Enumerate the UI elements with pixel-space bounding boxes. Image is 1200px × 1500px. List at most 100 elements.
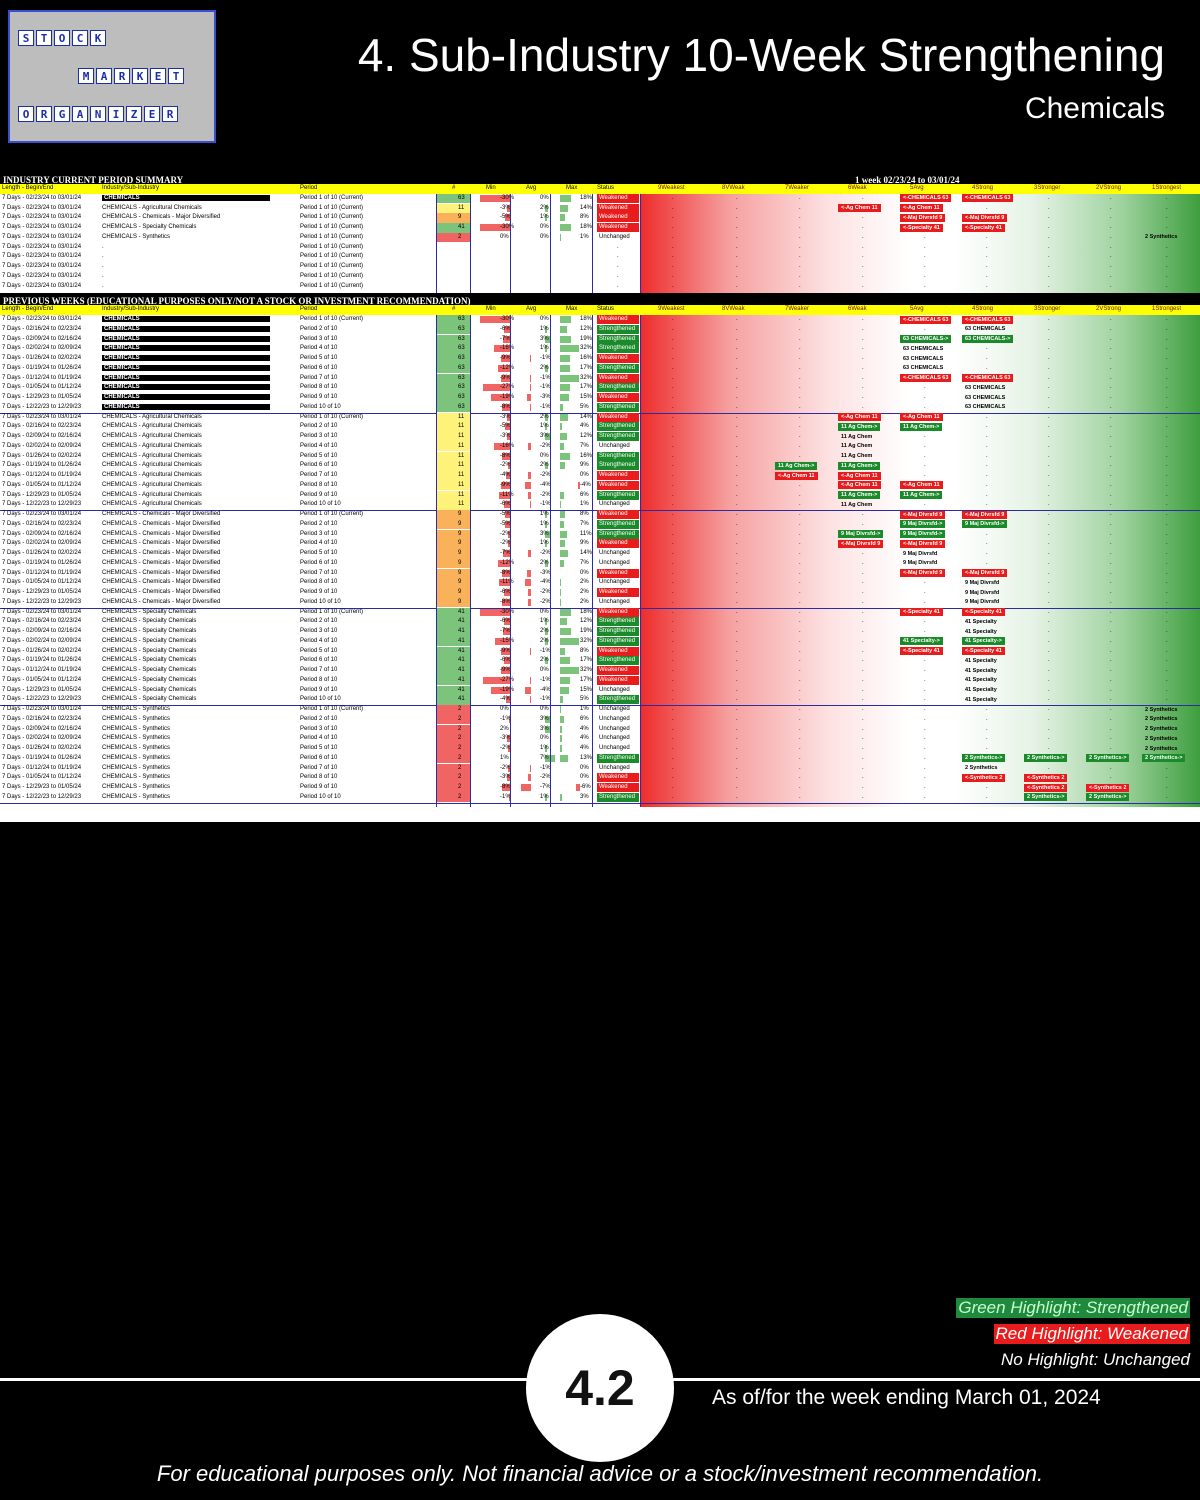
- min-bar: [499, 579, 510, 587]
- logo-letter-tile: R: [162, 106, 178, 122]
- period-cell: Period 6 of 10: [300, 754, 338, 761]
- min-cell: -9%: [500, 647, 511, 654]
- rank-empty-dot: .: [736, 676, 738, 683]
- rank-empty-dot: .: [736, 452, 738, 459]
- min-bar: [506, 696, 510, 704]
- rank-empty-dot: .: [924, 501, 926, 508]
- history-row: 7 Days - 01/05/24 to 01/12/24 CHEMICALS Pe…: [0, 383, 1200, 393]
- rank-marker: 2 Synthetics: [1145, 716, 1178, 723]
- avg-cell: 2%: [540, 628, 549, 634]
- rank-marker: <-CHEMICALS 63: [962, 374, 1014, 382]
- history-row: 7 Days - 01/12/24 to 01/19/24 CHEMICALS -…: [0, 666, 1200, 676]
- rank-empty-dot: .: [924, 706, 926, 712]
- rank-marker: 41 Specialty: [965, 677, 997, 684]
- avg-cell: 2%: [540, 364, 549, 371]
- rank-empty-dot: .: [736, 696, 738, 703]
- min-cell: -30%: [500, 194, 515, 201]
- count-bar: [436, 753, 470, 764]
- avg-bar: [545, 637, 548, 645]
- logo-letter-tile: E: [144, 106, 160, 122]
- count-cell: 63: [458, 325, 465, 332]
- max-cell: 32%: [580, 345, 593, 352]
- length-cell: 7 Days - 02/23/24 to 03/01/24: [2, 243, 82, 250]
- rank-empty-dot: .: [1110, 263, 1112, 269]
- count-cell: 2: [458, 735, 462, 742]
- rank-empty-dot: .: [1048, 725, 1050, 732]
- rank-marker: 9 Maj Divrsfd->: [900, 520, 946, 529]
- length-cell: 7 Days - 02/23/24 to 03/01/24: [2, 413, 82, 420]
- rank-empty-dot: .: [1166, 647, 1168, 654]
- history-grid: 7 Days - 02/23/24 to 03/01/24 CHEMICALS Pe…: [0, 315, 1200, 807]
- rank-empty-dot: .: [924, 745, 926, 751]
- rank-empty-dot: .: [924, 676, 926, 683]
- column-divider: [592, 315, 593, 807]
- rank-empty-dot: .: [672, 364, 674, 371]
- avg-bar: [545, 745, 547, 752]
- rank-marker: 2 Synthetics: [965, 765, 998, 771]
- rank-empty-dot: .: [1048, 676, 1050, 683]
- rank-empty-dot: .: [1166, 272, 1168, 279]
- rank-empty-dot: .: [799, 325, 801, 332]
- industry-cell: CHEMICALS - Synthetics: [102, 715, 171, 722]
- count-bar: [436, 666, 470, 676]
- length-cell: 7 Days - 02/02/24 to 02/09/24: [2, 540, 82, 547]
- max-bar: [560, 608, 571, 616]
- rank-empty-dot: .: [799, 394, 801, 400]
- max-cell: 4%: [580, 423, 589, 430]
- rank-empty-dot: .: [1166, 550, 1168, 556]
- history-row: 7 Days - 12/29/23 to 01/05/24 CHEMICALS -…: [0, 685, 1200, 696]
- history-row: 7 Days - 01/05/24 to 01/12/24 CHEMICALS -…: [0, 578, 1200, 588]
- max-bar: [576, 784, 580, 791]
- avg-cell: -4%: [540, 481, 551, 488]
- rank-empty-dot: .: [862, 715, 864, 722]
- rank-empty-dot: .: [672, 345, 674, 352]
- max-bar: [560, 214, 565, 222]
- min-cell: -27%: [500, 676, 515, 683]
- rank-empty-dot: .: [986, 442, 988, 449]
- rank-empty-dot: .: [672, 224, 674, 230]
- min-bar: [480, 194, 510, 202]
- min-cell: -8%: [500, 784, 511, 790]
- rank-empty-dot: .: [862, 579, 864, 586]
- period-cell: Period 10 of 10: [300, 403, 341, 410]
- rank-empty-dot: .: [736, 715, 738, 722]
- length-cell: 7 Days - 02/16/24 to 02/23/24: [2, 715, 82, 722]
- rank-empty-dot: .: [1166, 618, 1168, 625]
- rank-empty-dot: .: [986, 745, 988, 751]
- logo-letter-tile: M: [78, 68, 94, 84]
- avg-bar: [545, 628, 548, 635]
- count-cell: 63: [458, 345, 465, 352]
- avg-cell: 1%: [540, 214, 549, 221]
- count-bar: [436, 324, 470, 335]
- industry-cell: CHEMICALS - Synthetics: [102, 764, 171, 771]
- rank-marker: <-Ag Chem 11: [838, 471, 881, 480]
- group-separator: [0, 802, 1200, 804]
- max-bar: [560, 530, 567, 538]
- min-bar: [508, 745, 510, 752]
- rank-marker: <-Maj Divrsfd 9: [962, 213, 1008, 222]
- history-row: 7 Days - 12/29/23 to 01/05/24 CHEMICALS -…: [0, 588, 1200, 598]
- status-cell: Unchanged: [599, 598, 630, 605]
- period-cell: Period 4 of 10: [300, 442, 338, 449]
- avg-bar: [545, 413, 548, 421]
- rank-empty-dot: .: [1166, 579, 1168, 586]
- max-cell: 3%: [580, 793, 589, 800]
- count-bar: [436, 705, 470, 715]
- rank-marker: <-Specialty 41: [900, 608, 943, 616]
- avg-bar: [529, 355, 531, 362]
- min-cell: -27%: [500, 384, 515, 391]
- status-cell: Strengthened: [597, 627, 639, 636]
- avg-cell: -2%: [540, 550, 551, 556]
- max-bar: [560, 735, 563, 743]
- rank-empty-dot: .: [799, 784, 801, 790]
- rank-empty-dot: .: [1110, 559, 1112, 566]
- rank-empty-dot: .: [799, 520, 801, 527]
- column-header: Period: [300, 306, 318, 313]
- rank-empty-dot: .: [1166, 696, 1168, 703]
- min-bar: [494, 442, 510, 450]
- rank-marker: 2 Synthetics->: [962, 754, 1006, 763]
- rank-empty-dot: .: [986, 243, 988, 250]
- status-cell: Strengthened: [597, 656, 639, 666]
- column-divider: [550, 193, 551, 294]
- rank-empty-dot: .: [986, 355, 988, 361]
